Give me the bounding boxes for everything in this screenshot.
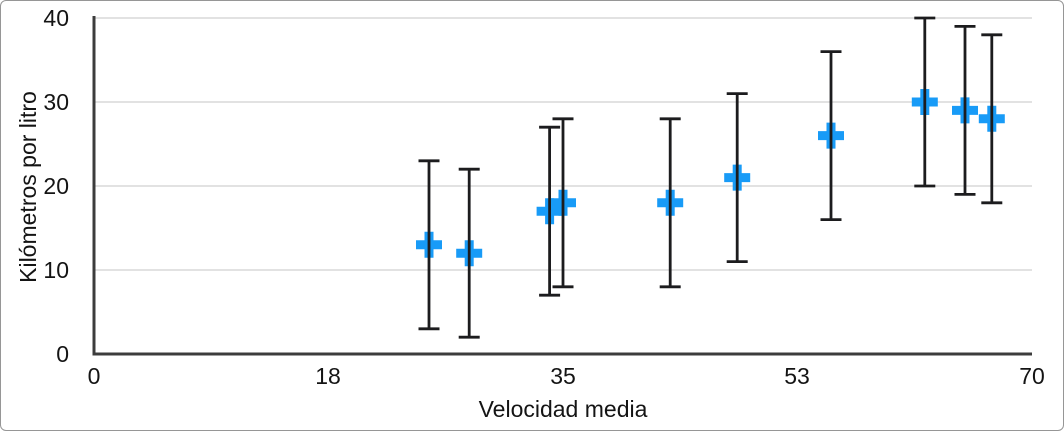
error-bar [418, 159, 440, 331]
x-axis-title: Velocidad media [478, 396, 648, 422]
y-tick-label-40: 40 [43, 5, 69, 31]
x-tick-label-0: 0 [87, 363, 101, 389]
data-point-markers-layer [416, 89, 1005, 267]
x-tick-label-18: 18 [315, 363, 341, 389]
y-tick-label-0: 0 [56, 341, 69, 367]
y-tick-label-30: 30 [43, 89, 69, 115]
error-bar [539, 125, 561, 297]
y-axis-title: Kilómetros por litro [15, 91, 41, 283]
y-tick-label-20: 20 [43, 173, 69, 199]
error-bars-layer [418, 16, 1003, 339]
x-tick-label-70: 70 [1019, 363, 1045, 389]
error-bar [981, 33, 1003, 205]
error-bar [954, 25, 976, 196]
error-bar [552, 117, 574, 289]
error-bar [659, 117, 681, 289]
error-bar [820, 50, 842, 221]
error-bar [458, 167, 480, 339]
x-tick-label-53: 53 [784, 363, 810, 389]
x-tick-label-35: 35 [550, 363, 576, 389]
error-bar [726, 92, 748, 263]
error-bar [914, 16, 936, 188]
y-tick-label-10: 10 [43, 257, 69, 283]
